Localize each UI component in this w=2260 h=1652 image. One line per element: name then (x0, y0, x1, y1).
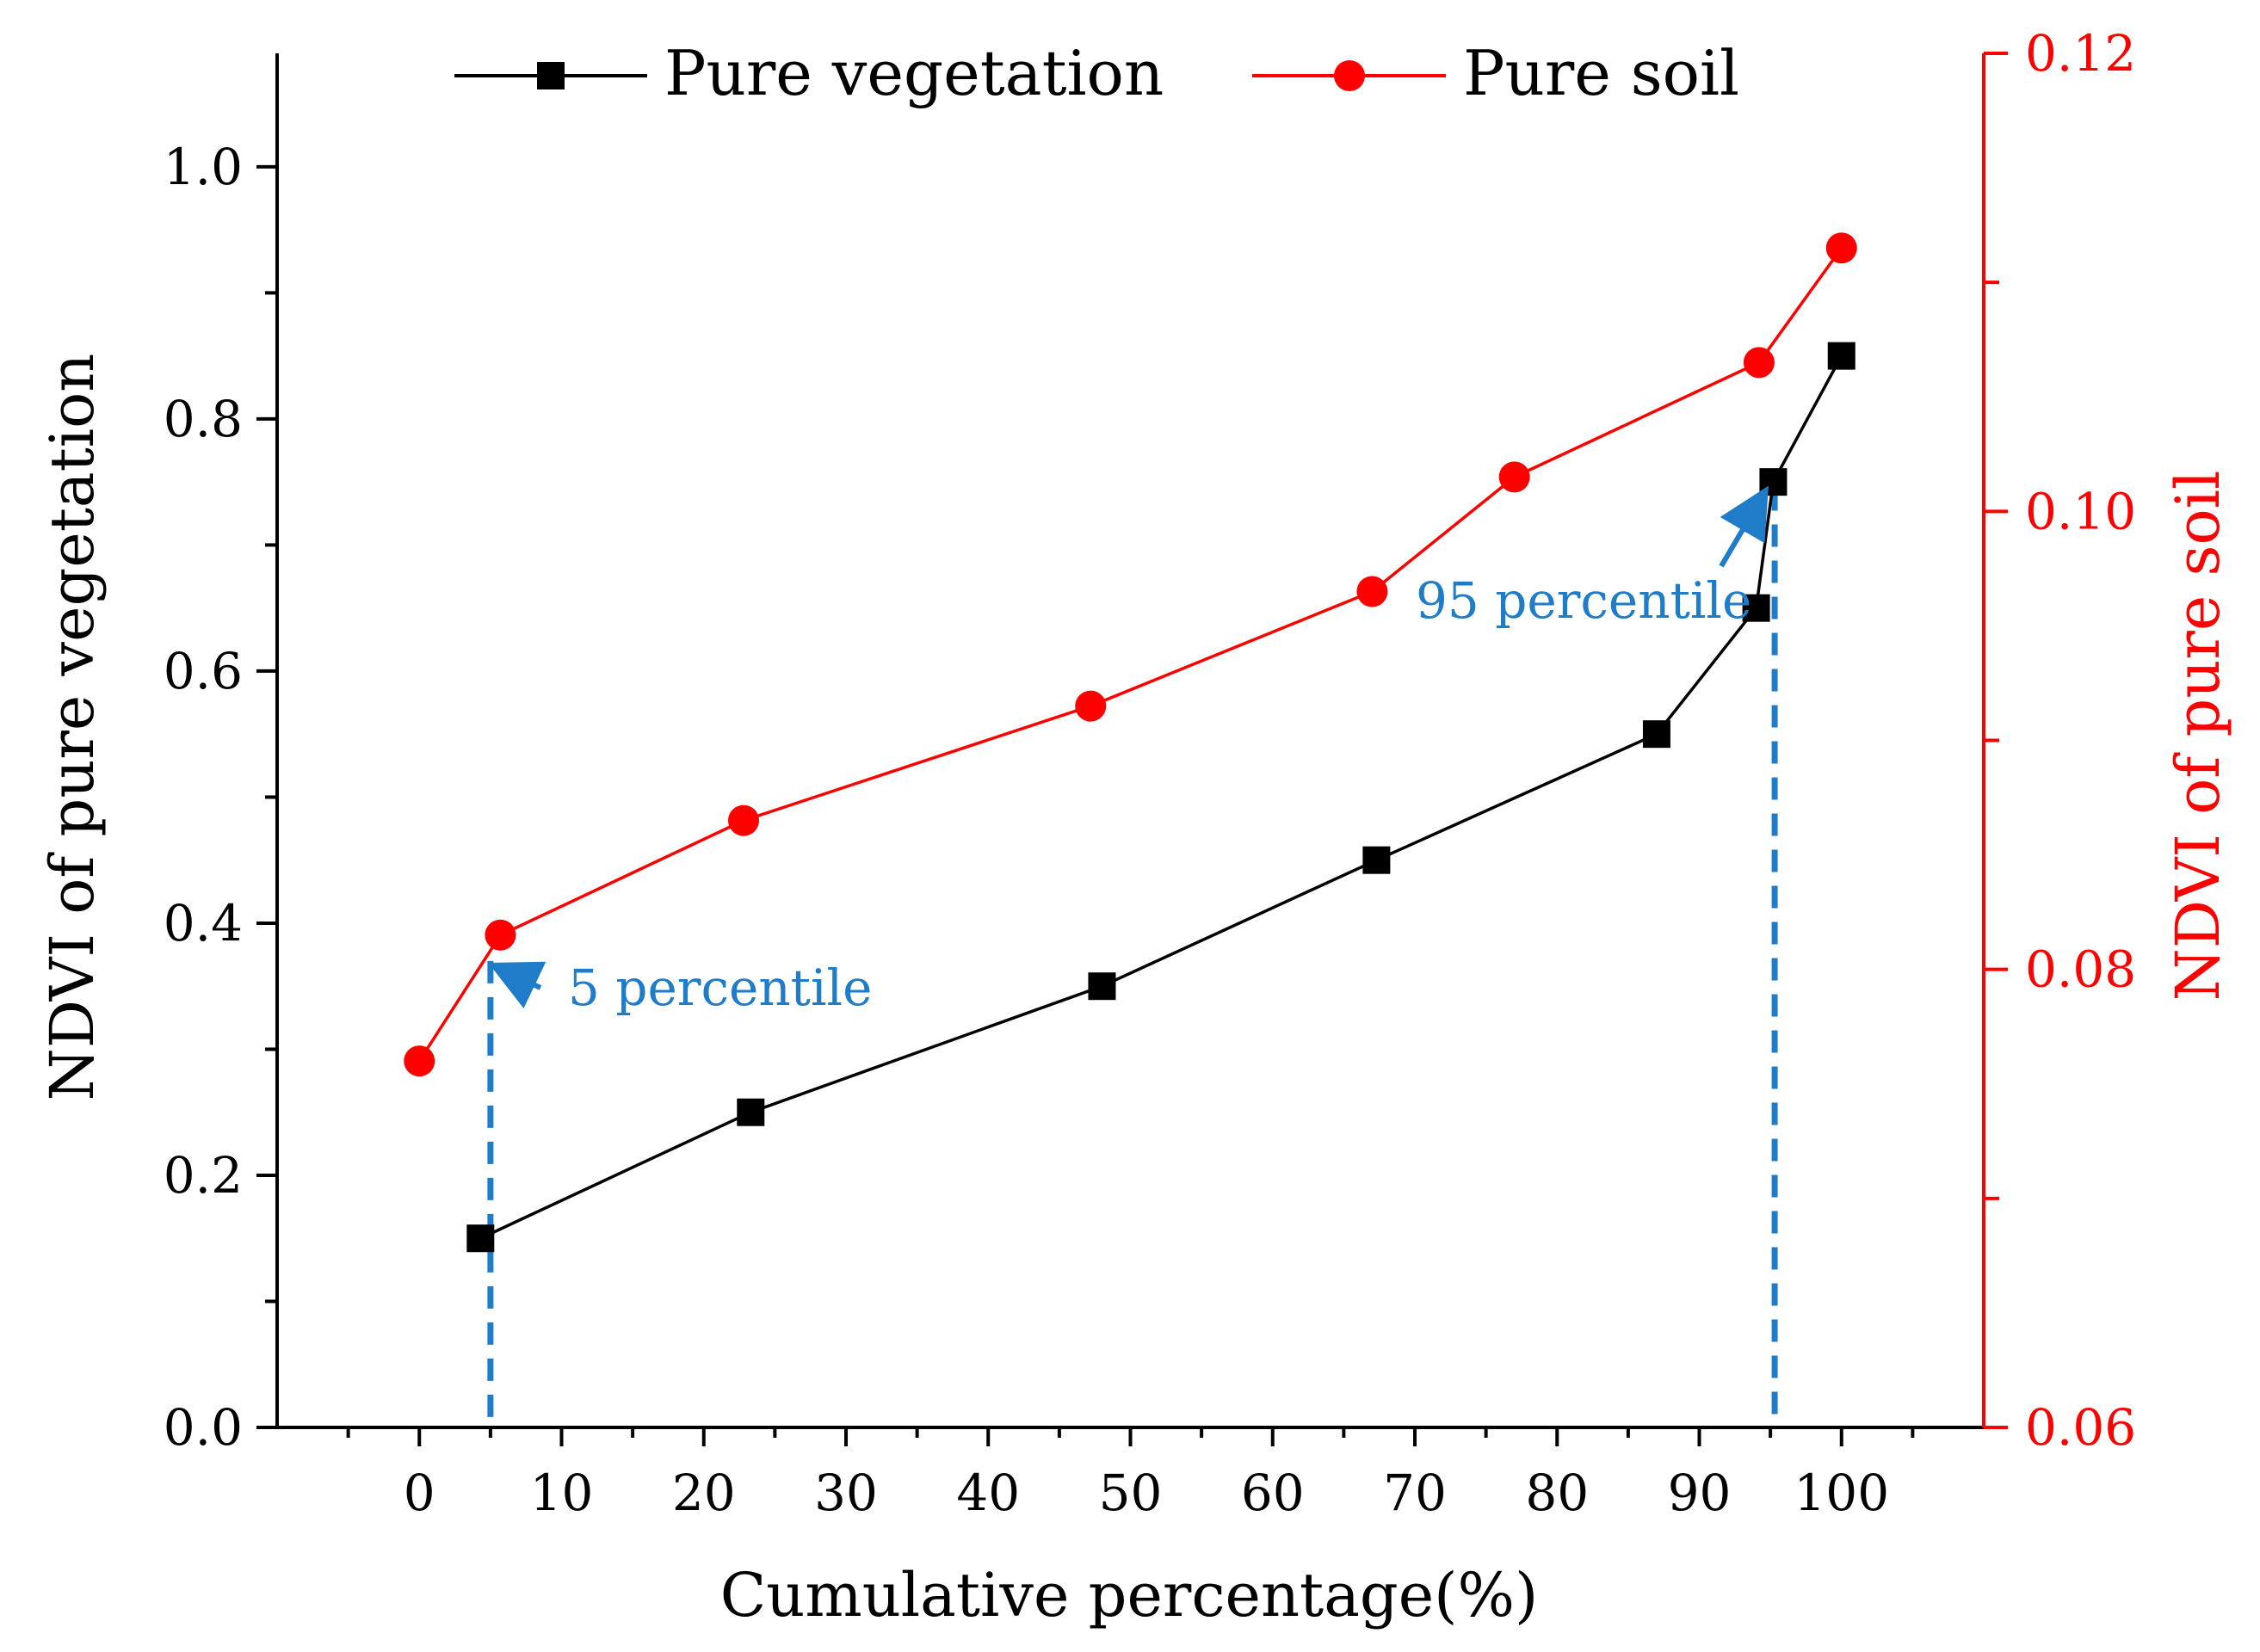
legend-vegetation-label: Pure vegetation (664, 37, 1164, 109)
series-layer (404, 232, 1857, 1253)
soil-data-point (728, 804, 760, 836)
vegetation-data-point (1088, 972, 1116, 1001)
x-tick-label: 30 (814, 1464, 878, 1522)
soil-data-point (1743, 347, 1775, 379)
left-y-tick-label: 1.0 (164, 138, 243, 196)
legend: Pure vegetation Pure soil (454, 37, 1739, 109)
vegetation-series-line (479, 354, 1843, 1240)
vegetation-data-point (1759, 468, 1788, 496)
right-y-tick-label: 0.08 (2025, 940, 2136, 999)
vegetation-data-point (466, 1224, 495, 1253)
x-tick-label: 50 (1099, 1464, 1163, 1522)
annotation-arrow-5-percentile (488, 961, 546, 1008)
x-tick-label: 90 (1668, 1464, 1732, 1522)
vegetation-data-point (1827, 342, 1856, 370)
left-y-tick-label: 0.2 (164, 1146, 243, 1205)
x-tick-label: 40 (956, 1464, 1020, 1522)
left-y-axis-label: NDVI of pure vegetation (37, 354, 108, 1101)
legend-soil-label: Pure soil (1463, 37, 1739, 109)
x-tick-label: 100 (1794, 1464, 1889, 1522)
left-y-tick-label: 0.4 (164, 894, 243, 952)
soil-data-point (1075, 690, 1107, 722)
x-tick-label: 80 (1525, 1464, 1589, 1522)
left-y-tick-label: 0.8 (164, 390, 243, 448)
annotation-95-percentile: 95 percentile (1416, 571, 1751, 630)
x-tick-label: 20 (672, 1464, 736, 1522)
right-y-tick-label: 0.10 (2025, 482, 2136, 540)
x-tick-label: 60 (1241, 1464, 1305, 1522)
annotation-arrow-95-percentile (1719, 485, 1769, 568)
right-y-tick-label: 0.06 (2025, 1398, 2136, 1457)
x-tick-label: 10 (530, 1464, 594, 1522)
soil-data-point (1356, 576, 1388, 607)
reference-lines (487, 488, 1778, 1427)
x-axis-label: Cumulative percentage(%) (720, 1560, 1539, 1630)
soil-series-line (417, 247, 1843, 1063)
right-y-axis-label: NDVI of pure soil (2163, 471, 2233, 1002)
left-y-tick-label: 0.6 (164, 642, 243, 700)
soil-data-point (485, 919, 516, 951)
x-tick-label: 0 (404, 1464, 435, 1522)
vegetation-data-point (1362, 846, 1391, 874)
vegetation-data-point (737, 1098, 765, 1126)
axes-layer: 0 10 20 30 40 50 60 70 80 90 100 0.0 0.2 0.4 0.6 0.8 1.0… (164, 24, 2136, 1522)
annotation-5-percentile: 5 percentile (568, 959, 872, 1017)
soil-data-point (1825, 232, 1857, 264)
vegetation-data-point (1742, 594, 1770, 622)
soil-data-point (1498, 461, 1530, 493)
soil-data-point (404, 1045, 435, 1077)
legend-vegetation-marker (537, 62, 565, 89)
x-tick-label: 70 (1383, 1464, 1447, 1522)
left-y-tick-label: 0.0 (164, 1398, 243, 1457)
legend-soil-marker (1334, 60, 1365, 91)
annotations-layer: 5 percentile 95 percentile (488, 485, 1769, 1017)
right-y-tick-label: 0.12 (2025, 24, 2136, 83)
vegetation-data-point (1642, 720, 1670, 749)
